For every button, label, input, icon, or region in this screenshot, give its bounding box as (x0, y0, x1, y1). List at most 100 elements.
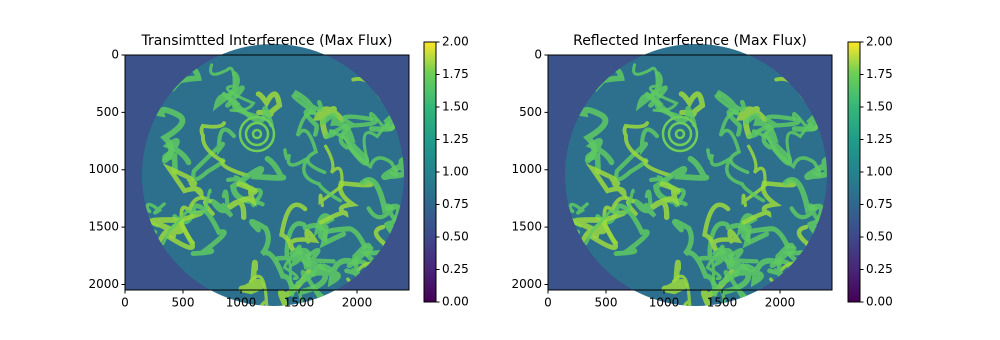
colorbar-tick-label: 0.75 (442, 197, 469, 211)
colorbar (847, 41, 861, 303)
y-tick-label: 0 (534, 48, 542, 62)
fringe-ring (244, 121, 270, 147)
fringe (162, 162, 204, 201)
y-tick-label: 1000 (88, 162, 119, 176)
fringe (585, 162, 627, 201)
colorbar-tick-label: 0.50 (866, 230, 893, 244)
y-tick-label: 500 (519, 105, 542, 119)
fringe-ring (661, 115, 699, 153)
fringe (635, 85, 682, 119)
y-tick-label: 1000 (511, 162, 542, 176)
fringe (373, 224, 404, 281)
x-tick-label: 0 (121, 296, 129, 310)
fringe (290, 269, 327, 306)
x-tick-label: 1500 (707, 296, 738, 310)
fringe-ring (238, 115, 276, 153)
colorbar-tick-label: 0.00 (442, 295, 469, 309)
fringe (149, 217, 185, 239)
fringe (572, 217, 608, 239)
colorbar-tick-label: 2.00 (866, 35, 893, 49)
colorbar-tick-label: 1.00 (442, 165, 469, 179)
fringe (711, 247, 756, 287)
y-tick-label: 500 (96, 105, 119, 119)
fringe (678, 91, 706, 119)
fringe (785, 111, 816, 163)
fringe (782, 177, 827, 222)
fringe (255, 91, 283, 119)
x-tick-label: 2000 (342, 296, 373, 310)
x-tick-label: 500 (172, 296, 195, 310)
colorbar-tick-label: 0.75 (866, 197, 893, 211)
y-tick-label: 2000 (511, 277, 542, 291)
fringe (279, 202, 320, 252)
fringe (212, 85, 259, 119)
fringe (199, 121, 249, 178)
fringe (735, 106, 768, 140)
fringe (747, 114, 801, 150)
fringe (229, 155, 287, 205)
fringe (671, 274, 701, 306)
colorbar-tick-label: 1.25 (866, 132, 893, 146)
fringe (318, 179, 374, 225)
colorbar-tick-label: 1.25 (442, 132, 469, 146)
axes-frame (124, 54, 410, 291)
fringe (320, 112, 370, 166)
fringe (362, 111, 393, 163)
x-tick-label: 1500 (284, 296, 315, 310)
fringe-ring (251, 128, 263, 140)
fringe (312, 106, 345, 140)
x-tick-label: 1000 (649, 296, 680, 310)
fringe-ring (667, 121, 693, 147)
colorbar (423, 41, 437, 303)
colorbar-tick-label: 1.00 (866, 165, 893, 179)
fringe (649, 181, 681, 221)
y-tick-label: 1500 (511, 220, 542, 234)
fringe (209, 63, 256, 113)
fringe (661, 259, 688, 295)
x-tick-label: 500 (595, 296, 618, 310)
fringe-ring (674, 128, 686, 140)
fringe (713, 269, 750, 306)
fringe (210, 189, 234, 218)
chart-title: Reflected Interference (Max Flux) (573, 33, 807, 49)
y-tick-label: 0 (111, 48, 119, 62)
fringe (622, 121, 672, 178)
colorbar-tick-label: 1.75 (866, 67, 893, 81)
colorbar-tick-label: 0.25 (866, 262, 893, 276)
fringe (796, 224, 827, 281)
x-tick-label: 1000 (226, 296, 257, 310)
chart-title: Transimtted Interference (Max Flux) (141, 33, 393, 49)
x-tick-label: 0 (544, 296, 552, 310)
colorbar-tick-label: 0.50 (442, 230, 469, 244)
colorbar-tick-label: 1.50 (442, 100, 469, 114)
fringe (714, 93, 750, 175)
fringe (585, 138, 615, 175)
fringe (249, 218, 295, 297)
fringe (162, 138, 192, 175)
fringe (633, 189, 657, 218)
fringe (288, 247, 333, 287)
fringe (275, 221, 307, 268)
fringe (238, 259, 265, 295)
fringe (324, 114, 378, 150)
axes-frame (547, 54, 833, 291)
fringe (672, 218, 718, 297)
x-tick-label: 2000 (765, 296, 796, 310)
fringe (741, 179, 797, 225)
colorbar-tick-label: 1.50 (866, 100, 893, 114)
fringe (632, 63, 679, 113)
fringe (725, 223, 797, 265)
y-tick-label: 2000 (88, 277, 119, 291)
fringe (359, 177, 404, 222)
fringe (302, 223, 374, 265)
fringe (614, 127, 660, 182)
colorbar-tick-label: 0.00 (866, 295, 893, 309)
colorbar-tick-label: 0.25 (442, 262, 469, 276)
fringe (226, 181, 258, 221)
fringe (248, 274, 278, 306)
fringe (652, 155, 710, 205)
fringe (743, 112, 793, 166)
fringe (291, 93, 327, 175)
fringe (767, 242, 795, 282)
